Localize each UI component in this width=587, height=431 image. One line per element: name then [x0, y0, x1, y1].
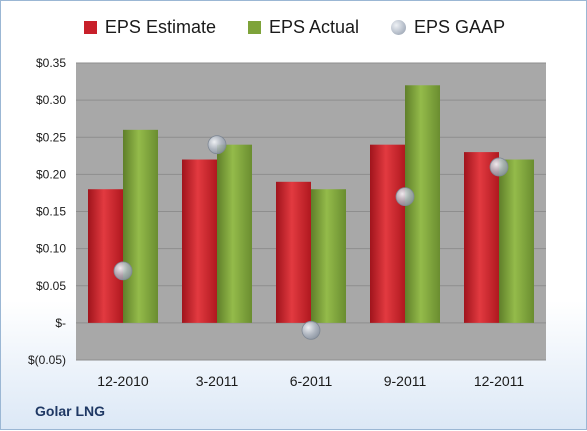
legend-item-estimate: EPS Estimate [83, 17, 216, 38]
y-tick-label: $(0.05) [28, 353, 66, 367]
bar-eps-estimate [276, 181, 311, 323]
point-eps-gaap [207, 135, 227, 155]
legend-label-actual: EPS Actual [268, 17, 360, 37]
point-eps-gaap [489, 157, 509, 177]
company-name: Golar LNG [35, 403, 106, 419]
y-tick-label: $0.15 [36, 205, 66, 219]
point-eps-gaap [113, 261, 133, 281]
y-tick-label: $0.20 [36, 167, 66, 181]
x-tick-label: 3-2011 [196, 373, 239, 389]
bar-eps-estimate [464, 152, 499, 323]
point-eps-gaap [395, 187, 415, 207]
legend-swatch-actual [247, 21, 261, 34]
y-tick-label: $- [55, 316, 66, 330]
y-tick-label: $0.05 [36, 279, 66, 293]
bar-eps-actual [123, 129, 158, 323]
legend-marker-gaap [391, 20, 407, 35]
legend-swatch-estimate [83, 21, 97, 34]
bar-eps-actual [217, 144, 252, 323]
legend-label-estimate: EPS Estimate [104, 17, 216, 37]
x-tick-label: 9-2011 [384, 373, 427, 389]
bar-eps-estimate [182, 159, 217, 323]
legend-item-actual: EPS Actual [247, 17, 360, 38]
x-tick-label: 12-2010 [97, 373, 149, 389]
point-eps-gaap [301, 320, 321, 340]
y-tick-label: $0.25 [36, 130, 66, 144]
chart-legend: EPS Estimate EPS Actual EPS GAAP [1, 17, 587, 38]
x-tick-label: 6-2011 [290, 373, 333, 389]
legend-label-gaap: EPS GAAP [414, 17, 506, 37]
legend-item-gaap: EPS GAAP [391, 17, 505, 38]
y-tick-label: $0.10 [36, 242, 66, 256]
bar-eps-actual [311, 189, 346, 323]
x-tick-label: 12-2011 [474, 373, 525, 389]
bar-eps-actual [499, 159, 534, 323]
bar-eps-actual [405, 85, 440, 323]
y-tick-label: $0.30 [36, 93, 66, 107]
bar-eps-estimate [370, 144, 405, 323]
bar-eps-estimate [88, 189, 123, 323]
y-tick-label: $0.35 [36, 56, 66, 70]
